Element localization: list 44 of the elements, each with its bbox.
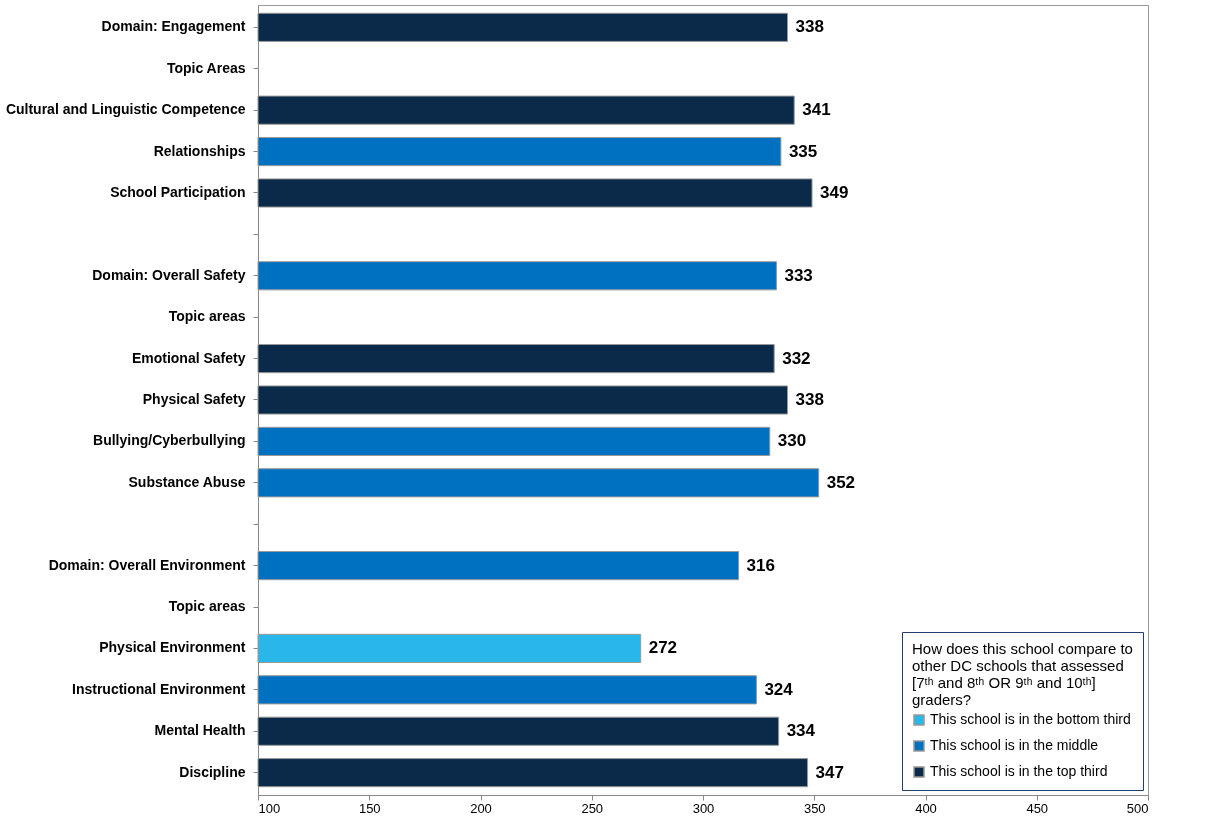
data-label: 332 <box>782 348 811 368</box>
data-label: 341 <box>802 100 831 120</box>
x-tick-label: 100 <box>258 800 281 816</box>
x-tick-label: 150 <box>358 800 381 816</box>
legend-label: This school is in the middle <box>930 737 1099 753</box>
y-tick-label: Relationships <box>153 142 246 159</box>
y-tick-label: Emotional Safety <box>131 349 246 366</box>
y-tick-label: School Participation <box>110 183 246 200</box>
y-tick-label: Physical Safety <box>142 391 246 407</box>
y-tick-label: Physical Environment <box>99 639 246 656</box>
y-tick-label: Bullying/Cyberbullying <box>93 432 246 449</box>
data-label: 352 <box>826 472 856 492</box>
y-tick-label: Instructional Environment <box>72 680 246 697</box>
legend-label: This school is in the bottom third <box>930 711 1131 727</box>
y-tick-label: Domain: Engagement <box>101 18 246 35</box>
data-label: 347 <box>815 762 844 782</box>
data-label: 334 <box>786 721 816 741</box>
y-tick-label: Domain: Overall Safety <box>92 266 246 283</box>
y-tick-label: Discipline <box>179 763 246 780</box>
data-label: 316 <box>746 555 775 575</box>
data-label: 272 <box>648 638 678 658</box>
x-tick-label: 300 <box>692 800 715 816</box>
y-tick-label: Topic Areas <box>166 59 246 76</box>
data-label: 338 <box>795 390 824 409</box>
x-tick-label: 350 <box>803 800 826 816</box>
legend-title: How does this school compare to other DC schools that assessed [7ᵗʰ and 8ᵗʰ OR 9ᵗʰ and 10ᵗʰ] graders? <box>912 640 1133 708</box>
data-label: 338 <box>795 17 824 37</box>
y-tick-label: Mental Health <box>154 722 246 739</box>
x-tick-label: 200 <box>470 800 492 816</box>
legend-label: This school is in the top third <box>930 763 1108 779</box>
y-tick-label: Topic areas <box>168 598 246 615</box>
y-tick-label: Domain: Overall Environment <box>48 556 246 573</box>
x-tick-label: 250 <box>581 800 604 816</box>
data-label: 349 <box>820 182 849 202</box>
y-tick-label: Cultural and Linguistic Competence <box>5 101 246 118</box>
x-tick-label: 450 <box>1026 800 1049 816</box>
x-tick-label: 500 <box>1126 800 1149 816</box>
y-tick-label: Topic areas <box>168 308 246 325</box>
x-tick-label: 400 <box>915 800 937 816</box>
data-label: 324 <box>764 679 794 699</box>
data-label: 333 <box>784 265 813 285</box>
y-tick-label: Substance Abuse <box>128 473 246 490</box>
data-label: 330 <box>777 431 807 451</box>
data-label: 335 <box>788 141 818 161</box>
